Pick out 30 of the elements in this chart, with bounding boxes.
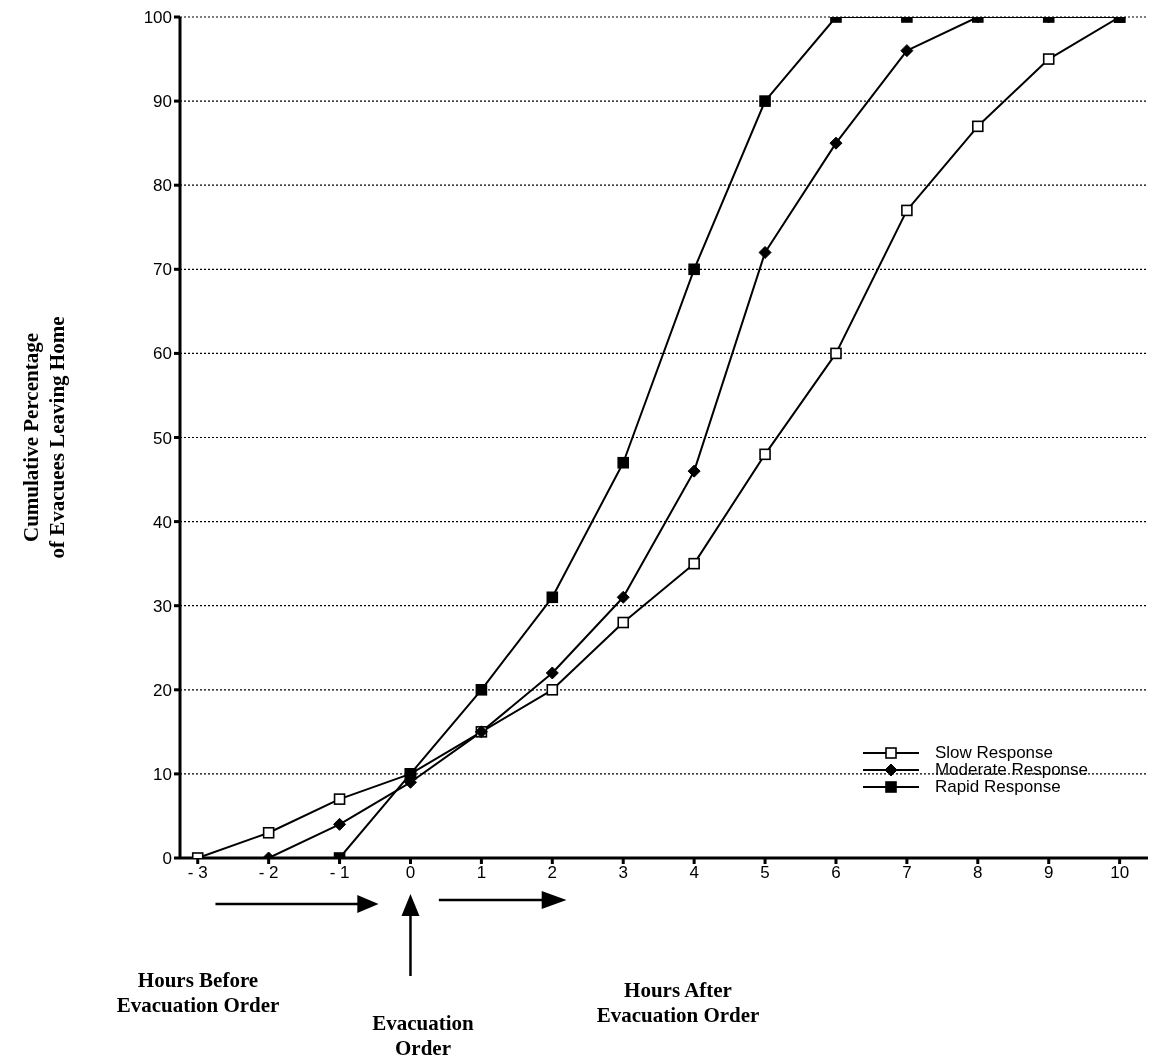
text: Evacuation Order: [371, 1011, 475, 1061]
legend-label: Slow Response: [934, 742, 1054, 763]
x-tick-label: 4: [689, 863, 699, 883]
y-tick-label: 50: [153, 428, 172, 448]
x-tick-label: 8: [973, 863, 983, 883]
y-tick-label: 20: [153, 680, 172, 700]
text: Hours Before Evacuation Order: [115, 968, 281, 1018]
y-tick-label: 30: [153, 596, 172, 616]
x-tick-label: 1: [476, 863, 487, 883]
y-axis-title: Cumulative Percentage of Evacuees Leaving Home: [19, 316, 69, 559]
y-tick-label: 80: [153, 176, 172, 196]
x-tick-label: - 1: [329, 863, 350, 883]
y-tick-label: 70: [153, 260, 172, 280]
text: Hours After Evacuation Order: [595, 978, 761, 1028]
y-tick-label: 60: [153, 344, 172, 364]
x-tick-label: - 2: [258, 863, 279, 883]
y-tick-label: 0: [162, 849, 172, 869]
x-tick-label: 10: [1110, 863, 1130, 883]
x-tick-label: 3: [618, 863, 628, 883]
x-tick-label: 7: [902, 863, 912, 883]
x-tick-label: 0: [405, 863, 416, 883]
x-tick-label: 6: [831, 863, 841, 883]
y-tick-label: 10: [153, 764, 172, 784]
y-tick-label: 40: [153, 512, 172, 532]
x-tick-label: 5: [760, 863, 770, 883]
y-tick-label: 100: [143, 8, 172, 28]
x-tick-label: - 3: [187, 863, 208, 883]
y-tick-label: 90: [153, 92, 172, 112]
x-tick-label: 2: [547, 863, 558, 883]
x-tick-label: 9: [1043, 863, 1054, 883]
